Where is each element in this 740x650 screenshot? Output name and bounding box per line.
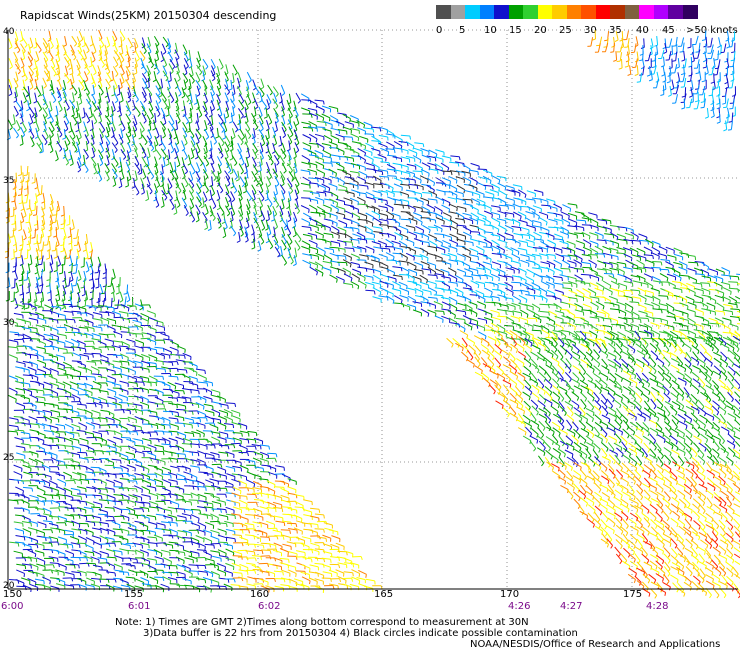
lat-label-20: 20 xyxy=(3,581,15,591)
colorbar-swatch xyxy=(479,5,495,19)
colorbar-swatch xyxy=(624,5,640,19)
colorbar-swatch xyxy=(566,5,582,19)
time-label: 6:01 xyxy=(128,601,151,612)
lat-label-25: 25 xyxy=(3,453,15,463)
colorbar-swatch xyxy=(465,5,480,19)
colorbar-swatch xyxy=(450,5,466,19)
colorbar-swatch xyxy=(494,5,509,19)
colorbar-swatch xyxy=(581,5,596,19)
colorbar-tick-label: 25 xyxy=(559,25,572,36)
wind-swath xyxy=(4,165,383,593)
colorbar-tick-label: 30 xyxy=(584,25,597,36)
lon-label-160: 160 xyxy=(250,589,270,600)
colorbar-swatch xyxy=(639,5,654,19)
colorbar-swatch xyxy=(523,5,538,19)
colorbar-swatch xyxy=(552,5,567,19)
lon-label-175: 175 xyxy=(623,589,643,600)
figure-title: Rapidscat Winds(25KM) 20150304 descendin… xyxy=(20,9,277,22)
time-label: 6:02 xyxy=(258,601,281,612)
colorbar-tick-label: 20 xyxy=(534,25,547,36)
lon-label-165: 165 xyxy=(374,589,394,600)
lat-label-30: 30 xyxy=(3,318,15,328)
colorbar-tick-label: 5 xyxy=(459,25,466,36)
colorbar-swatch xyxy=(508,5,524,19)
time-label: 6:00 xyxy=(1,601,24,612)
lat-label-40: 40 xyxy=(3,27,15,37)
colorbar-tick-label: 0 xyxy=(436,25,443,36)
wind-swath xyxy=(587,30,736,132)
colorbar-tick-label: >50 knots xyxy=(686,25,738,36)
wind-swaths xyxy=(4,29,740,599)
note-line-2: 3)Data buffer is 22 hrs from 20150304 4)… xyxy=(143,628,578,639)
colorbar-swatch xyxy=(653,5,669,19)
note-line-1: Note: 1) Times are GMT 2)Times along bot… xyxy=(115,617,529,628)
colorbar-tick-label: 45 xyxy=(662,25,675,36)
wind-swath xyxy=(446,329,740,599)
colorbar-tick-label: 10 xyxy=(484,25,497,36)
time-label: 4:26 xyxy=(508,601,531,612)
time-label: 4:27 xyxy=(560,601,583,612)
lon-label-150: 150 xyxy=(3,589,23,600)
wind-swath xyxy=(6,29,740,348)
colorbar-tick-label: 15 xyxy=(509,25,522,36)
lat-label-35: 35 xyxy=(3,176,15,186)
lon-label-155: 155 xyxy=(124,589,144,600)
colorbar-swatch xyxy=(668,5,683,19)
lon-label-170: 170 xyxy=(500,589,520,600)
time-label: 4:28 xyxy=(646,601,669,612)
colorbar-swatch xyxy=(436,5,451,19)
colorbar-swatch xyxy=(537,5,553,19)
colorbar-swatch xyxy=(610,5,625,19)
colorbar-tick-label: 35 xyxy=(609,25,622,36)
colorbar-swatch xyxy=(595,5,611,19)
credit-line: NOAA/NESDIS/Office of Research and Appli… xyxy=(470,639,721,650)
colorbar-swatch xyxy=(682,5,698,19)
colorbar-tick-label: 40 xyxy=(636,25,649,36)
lat-lon-grid xyxy=(7,29,738,590)
